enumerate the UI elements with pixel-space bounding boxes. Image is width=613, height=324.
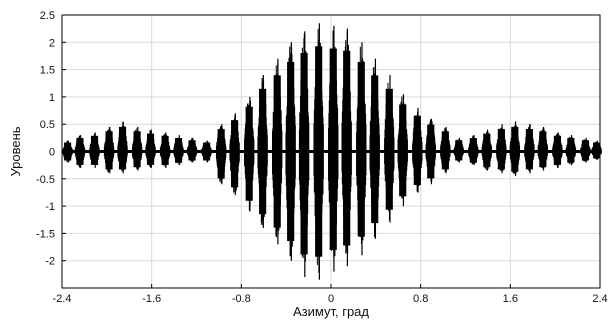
signal-burst bbox=[243, 96, 255, 212]
y-axis-ticks: 2.5 2 1.5 1 0.5 0 -0.5 -1 -1.5 -2 bbox=[36, 10, 66, 268]
signal-burst bbox=[524, 124, 535, 174]
y-axis-label: Уровень bbox=[8, 126, 23, 176]
signal-burst bbox=[537, 126, 549, 171]
x-tick-label: 0 bbox=[328, 293, 334, 305]
x-tick-label: -2.4 bbox=[53, 293, 72, 305]
x-tick-label: -1.6 bbox=[142, 293, 161, 305]
signal-burst bbox=[496, 124, 507, 174]
x-tick-label: 2.4 bbox=[592, 293, 607, 305]
y-tick-label: 2 bbox=[49, 37, 55, 49]
signal-burst bbox=[229, 113, 240, 196]
y-tick-label: 1 bbox=[49, 92, 55, 104]
y-tick-label: 1.5 bbox=[40, 65, 55, 77]
signal-burst bbox=[215, 124, 227, 185]
signal-burst bbox=[384, 75, 395, 223]
y-tick-label: 0.5 bbox=[40, 119, 55, 131]
signal-burst bbox=[131, 126, 143, 171]
x-tick-label: 0.8 bbox=[413, 293, 428, 305]
x-axis-ticks: -2.4 -1.6 -0.8 0 0.8 1.6 2.4 bbox=[53, 284, 608, 305]
y-tick-label: -2 bbox=[45, 256, 55, 268]
signal-burst bbox=[117, 121, 128, 174]
y-tick-label: -1.5 bbox=[36, 228, 55, 240]
signal-burst bbox=[341, 28, 352, 267]
x-axis-label: Азимут, град bbox=[293, 304, 369, 319]
x-tick-label: 1.6 bbox=[503, 293, 518, 305]
signal-burst bbox=[356, 42, 367, 256]
x-tick-label: -0.8 bbox=[232, 293, 251, 305]
y-tick-label: 0 bbox=[49, 147, 55, 159]
signal-burst bbox=[145, 129, 156, 168]
signal-burst bbox=[328, 25, 339, 272]
signal-series bbox=[62, 23, 602, 280]
signal-burst bbox=[298, 31, 310, 278]
y-tick-label: 2.5 bbox=[40, 10, 55, 22]
y-tick-label: -1 bbox=[45, 201, 55, 213]
signal-burst bbox=[509, 121, 521, 177]
signal-burst bbox=[369, 58, 380, 239]
y-tick-label: -0.5 bbox=[36, 174, 55, 186]
